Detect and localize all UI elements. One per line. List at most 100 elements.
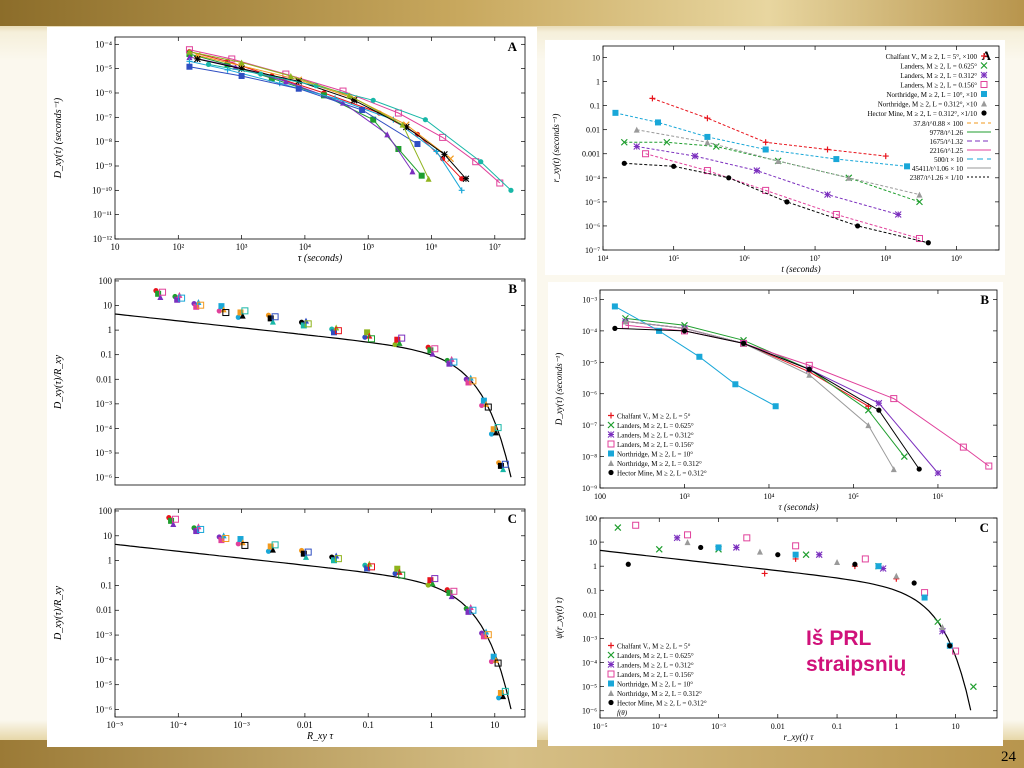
data-point bbox=[663, 138, 671, 146]
legend-label: Northridge, M ≥ 2, L = 0.312° bbox=[617, 460, 702, 468]
chart-panel-right-A: 10⁻⁷ 10⁻⁶ 10⁻⁵ 10⁻⁴ 0.001 0.01 0.1 1 10 10⁴ 10⁵ 10⁶… bbox=[545, 40, 1005, 275]
data-point bbox=[704, 139, 711, 146]
data-point bbox=[228, 55, 236, 63]
x-axis-label: r_xy(t) τ bbox=[784, 732, 815, 742]
data-point bbox=[792, 542, 800, 550]
data-point bbox=[802, 551, 810, 559]
data-series bbox=[612, 325, 922, 472]
data-point bbox=[441, 150, 448, 158]
data-point bbox=[484, 403, 492, 411]
legend-marker bbox=[608, 460, 614, 466]
data-point bbox=[235, 541, 241, 547]
y-axis-label: r_xy(t) (seconds⁻¹) bbox=[551, 114, 561, 183]
y-tick-label: 10⁻⁶ bbox=[582, 390, 597, 399]
data-point bbox=[772, 403, 779, 410]
data-series bbox=[205, 61, 514, 193]
y-tick-label: 10⁻⁶ bbox=[95, 88, 112, 98]
data-point bbox=[394, 336, 401, 343]
data-point bbox=[852, 561, 858, 567]
y-tick-label: 0.01 bbox=[96, 605, 112, 615]
data-series bbox=[642, 150, 923, 243]
data-point bbox=[469, 606, 477, 614]
data-point bbox=[450, 358, 458, 366]
legend-marker bbox=[980, 81, 988, 88]
chart-right-C: 10⁻⁶ 10⁻⁵ 10⁻⁴ 10⁻³ 0.01 0.1 1 10 100 10⁻⁵ 10⁻⁴ 10⁻… bbox=[554, 514, 998, 742]
data-point bbox=[232, 63, 239, 70]
data-point bbox=[712, 143, 720, 150]
fit-line-label: 45411/t^1.06 × 10 bbox=[912, 165, 964, 173]
data-point bbox=[497, 462, 504, 469]
data-point bbox=[425, 582, 431, 588]
data-point bbox=[622, 318, 629, 325]
data-point bbox=[258, 71, 264, 77]
y-tick-label: 10⁻⁸ bbox=[95, 137, 112, 147]
data-point bbox=[494, 424, 502, 432]
data-point bbox=[625, 561, 631, 567]
series-line bbox=[615, 112, 908, 167]
data-point bbox=[186, 63, 193, 70]
series-line bbox=[645, 153, 920, 239]
legend-label: Chalfant V., M ≥ 2, L = 5° bbox=[617, 643, 691, 651]
y-axis-label: D_xy(τ) (seconds⁻¹) bbox=[554, 353, 564, 426]
data-point bbox=[490, 653, 497, 660]
x-tick-label: 10⁻⁴ bbox=[652, 722, 667, 731]
x-tick-label: 10⁻⁵ bbox=[107, 720, 124, 730]
series-line bbox=[614, 327, 920, 470]
data-point bbox=[174, 296, 181, 303]
data-point bbox=[478, 159, 484, 165]
series-line bbox=[625, 320, 895, 470]
y-tick-label: 1 bbox=[593, 562, 597, 571]
x-tick-label: 10⁷ bbox=[810, 254, 821, 263]
data-point bbox=[398, 334, 406, 342]
data-point bbox=[732, 381, 739, 388]
data-point bbox=[300, 322, 307, 329]
y-tick-label: 10⁻³ bbox=[582, 634, 597, 643]
data-series bbox=[611, 303, 779, 410]
data-point bbox=[392, 570, 398, 577]
y-tick-label: 10⁻⁵ bbox=[95, 448, 112, 458]
x-tick-label: 10⁴ bbox=[598, 254, 609, 263]
data-point bbox=[501, 687, 509, 695]
data-point bbox=[761, 570, 768, 577]
data-point bbox=[269, 318, 276, 325]
chart-panel-left-C: 10⁻⁶ 10⁻⁵ 10⁻⁴ 10⁻³ 0.01 0.1 1 10 100 10⁻⁵ 10⁻⁴ 10⁻… bbox=[47, 501, 537, 747]
x-tick-label: 0.1 bbox=[832, 722, 842, 731]
y-tick-label: 10⁻⁵ bbox=[585, 198, 600, 207]
panel-label: A bbox=[508, 39, 518, 54]
data-point bbox=[969, 683, 977, 691]
y-tick-label: 1 bbox=[108, 556, 113, 566]
data-point bbox=[334, 555, 342, 563]
plot-frame bbox=[602, 45, 1000, 251]
legend-marker bbox=[608, 642, 614, 649]
data-point bbox=[497, 689, 504, 696]
data-point bbox=[740, 340, 747, 346]
data-point bbox=[691, 152, 699, 160]
data-point bbox=[864, 406, 872, 414]
data-point bbox=[488, 431, 495, 437]
legend-label: Landers, M ≥ 2, L = 0.156° bbox=[900, 82, 977, 90]
x-tick-label: 10⁶ bbox=[933, 492, 944, 501]
data-point bbox=[197, 525, 205, 533]
x-axis-label: R_xy τ bbox=[306, 731, 333, 742]
y-tick-label: 10⁻⁷ bbox=[585, 246, 600, 255]
fit-lines: 37.8/t^0.88 × 1009778/t^1.261675/t^1.322… bbox=[910, 120, 991, 182]
data-point bbox=[427, 577, 434, 584]
data-point bbox=[934, 618, 942, 626]
data-point bbox=[656, 327, 663, 334]
data-point bbox=[222, 535, 230, 543]
data-point bbox=[425, 175, 432, 182]
data-point bbox=[875, 399, 883, 407]
data-point bbox=[939, 627, 946, 635]
data-point bbox=[459, 176, 465, 182]
data-point bbox=[684, 531, 692, 539]
data-point bbox=[331, 557, 338, 564]
data-point bbox=[469, 377, 477, 385]
data-point bbox=[302, 553, 309, 560]
data-point bbox=[448, 593, 455, 600]
x-tick-label: 10⁵ bbox=[362, 242, 374, 252]
legend-marker bbox=[608, 450, 614, 457]
data-point bbox=[304, 548, 312, 556]
data-point bbox=[861, 555, 869, 563]
x-tick-label: 10⁷ bbox=[489, 242, 501, 252]
data-point bbox=[429, 350, 436, 357]
